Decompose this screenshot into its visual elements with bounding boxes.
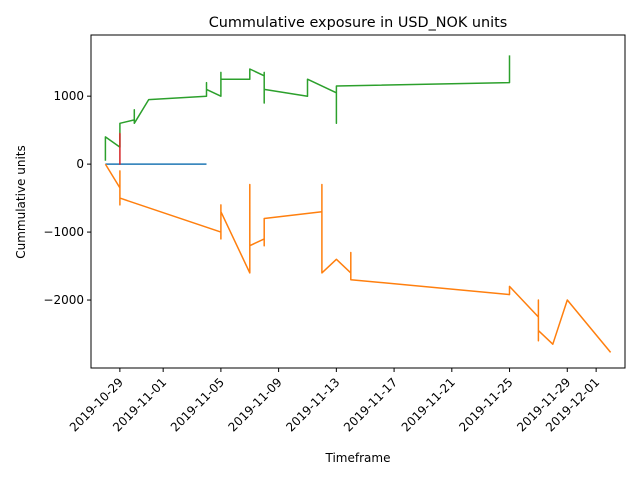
x-tick-label: 2019-11-09 xyxy=(226,375,285,434)
x-tick-label: 2019-11-13 xyxy=(283,375,342,434)
y-tick-label: 0 xyxy=(76,157,84,171)
y-tick-label: −2000 xyxy=(43,293,84,307)
plot-frame xyxy=(90,34,626,369)
chart-title: Cummulative exposure in USD_NOK units xyxy=(209,15,508,31)
y-axis-ticks: −2000 −1000 0 1000 xyxy=(43,89,91,307)
series-line-2 xyxy=(104,55,511,161)
x-axis-label: Timeframe xyxy=(325,451,391,465)
x-tick-label: 2019-11-17 xyxy=(341,375,400,434)
y-tick-label: 1000 xyxy=(53,89,84,103)
series-line-1 xyxy=(104,163,612,353)
y-axis-label: Cummulative units xyxy=(14,145,28,259)
x-axis-ticks: 2019-10-292019-11-012019-11-052019-11-09… xyxy=(67,368,602,434)
y-tick-label: −1000 xyxy=(43,225,84,239)
x-tick-label: 2019-11-05 xyxy=(168,375,227,434)
x-tick-label: 2019-11-25 xyxy=(456,375,515,434)
x-tick-label: 2019-11-21 xyxy=(399,375,458,434)
series-layer xyxy=(104,55,612,353)
